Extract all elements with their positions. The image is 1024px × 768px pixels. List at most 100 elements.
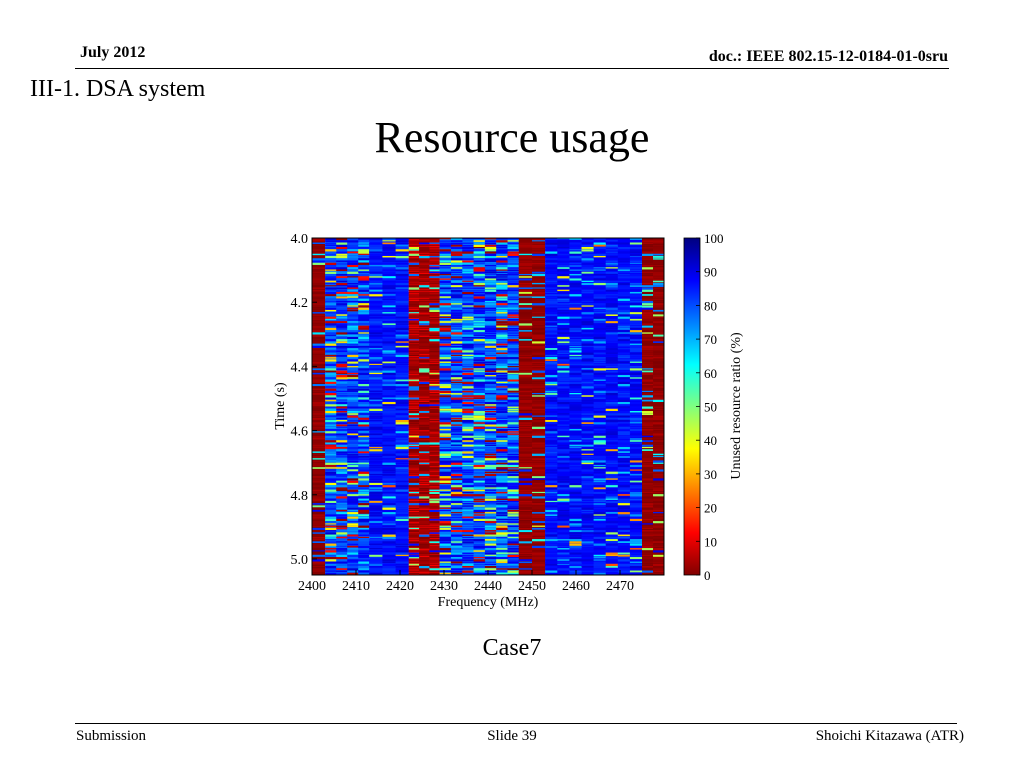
heatmap-cell (507, 323, 520, 326)
heatmap-cell (419, 343, 430, 347)
heatmap-cell (605, 496, 619, 499)
heatmap-cell (347, 289, 359, 292)
heatmap-cell (642, 339, 654, 341)
heatmap-cell (450, 246, 463, 250)
heatmap-cell (429, 291, 440, 294)
heatmap-cell (557, 363, 570, 366)
heatmap-cell (473, 572, 486, 575)
heatmap-cell (419, 419, 430, 423)
heatmap-cell (532, 285, 546, 288)
heatmap-cell (484, 525, 497, 528)
heatmap-cell (395, 512, 410, 514)
heatmap-cell (629, 410, 643, 413)
heatmap-cell (569, 469, 582, 471)
heatmap-cell (484, 487, 497, 489)
heatmap-cell (408, 442, 420, 445)
heatmap-cell (325, 375, 337, 377)
heatmap-cell (325, 460, 337, 462)
heatmap-cell (545, 312, 558, 314)
heatmap-cell (581, 238, 594, 240)
heatmap-cell (462, 460, 474, 463)
heatmap-cell (473, 433, 486, 437)
heatmap-cell (429, 323, 440, 327)
heatmap-cell (569, 273, 582, 276)
heatmap-cell (473, 435, 486, 438)
heatmap-cell (408, 451, 420, 454)
heatmap-cell (369, 572, 383, 575)
heatmap-cell (507, 489, 520, 492)
heatmap-cell (395, 323, 410, 325)
heatmap-cell (532, 397, 546, 399)
heatmap-cell (557, 388, 570, 390)
heatmap-cell (473, 473, 486, 477)
heatmap-cell (518, 455, 533, 458)
heatmap-cell (336, 350, 348, 353)
heatmap-cell (484, 327, 497, 331)
heatmap-cell (408, 424, 420, 427)
heatmap-cell (518, 258, 533, 260)
heatmap-cell (439, 273, 452, 276)
heatmap-cell (507, 343, 520, 345)
heatmap-cell (496, 323, 508, 326)
heatmap-cell (473, 480, 486, 483)
heatmap-cell (617, 509, 631, 513)
heatmap-cell (369, 258, 383, 260)
heatmap-cell (395, 321, 410, 323)
heatmap-cell (484, 375, 497, 377)
heatmap-cell (642, 388, 654, 390)
heatmap-cell (369, 267, 383, 270)
heatmap-cell (382, 278, 396, 281)
heatmap-cell (532, 534, 546, 536)
heatmap-cell (358, 518, 370, 522)
heatmap-cell (484, 330, 497, 333)
heatmap-cell (569, 395, 582, 398)
heatmap-cell (450, 530, 463, 533)
heatmap-cell (336, 294, 348, 296)
heatmap-cell (484, 264, 497, 267)
heatmap-cell (532, 341, 546, 344)
heatmap-cell (473, 557, 486, 559)
heatmap-cell (569, 399, 582, 403)
heatmap-cell (369, 343, 383, 347)
heatmap-cell (408, 433, 420, 435)
heatmap-cell (419, 491, 430, 495)
heatmap-cell (473, 449, 486, 451)
heatmap-cell (450, 348, 463, 350)
heatmap-cell (496, 570, 508, 572)
heatmap-cell (325, 480, 337, 483)
heatmap-cell (450, 500, 463, 504)
heatmap-cell (593, 453, 606, 455)
heatmap-cell (395, 449, 410, 451)
heatmap-cell (569, 505, 582, 507)
heatmap-cell (429, 278, 440, 281)
heatmap-cell (395, 482, 410, 485)
heatmap-cell (581, 242, 594, 244)
heatmap-cell (507, 402, 520, 404)
heatmap-cell (581, 424, 594, 427)
heatmap-cell (325, 343, 337, 347)
heatmap-cell (336, 446, 348, 449)
heatmap-cell (653, 482, 664, 486)
heatmap-cell (473, 426, 486, 430)
heatmap-cell (408, 318, 420, 321)
heatmap-cell (507, 557, 520, 559)
heatmap-cell (653, 393, 664, 396)
heatmap-cell (462, 426, 474, 429)
heatmap-cell (312, 444, 326, 447)
heatmap-cell (581, 262, 594, 265)
heatmap-cell (532, 381, 546, 384)
heatmap-cell (518, 242, 533, 245)
heatmap-cell (473, 359, 486, 362)
heatmap-cell (581, 467, 594, 470)
heatmap-cell (369, 476, 383, 478)
heatmap-cell (581, 557, 594, 560)
heatmap-cell (419, 442, 430, 446)
heatmap-cell (439, 327, 452, 331)
heatmap-cell (312, 291, 326, 294)
heatmap-cell (484, 471, 497, 474)
heatmap-cell (419, 273, 430, 277)
heatmap-cell (629, 357, 643, 359)
heatmap-cell (429, 480, 440, 483)
heatmap-cell (617, 422, 631, 424)
heatmap-cell (629, 271, 643, 274)
